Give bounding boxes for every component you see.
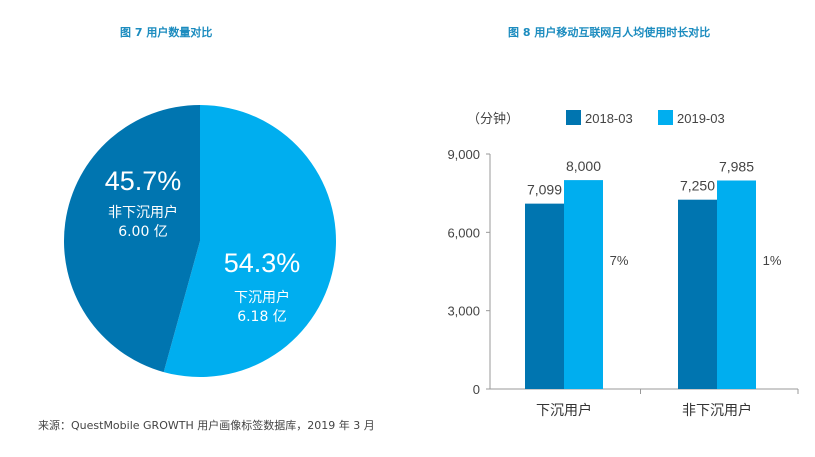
pie-slice-amount: 6.00 亿: [118, 224, 168, 240]
legend-label: 2019-03: [677, 111, 725, 126]
pie-slice-name: 非下沉用户: [108, 204, 178, 221]
bar: [564, 180, 603, 389]
pie-slice: [64, 105, 201, 373]
pie-slice-amount: 6.18 亿: [237, 309, 287, 325]
growth-label: 1%: [763, 253, 782, 268]
growth-label: 7%: [610, 253, 629, 268]
x-tick-label: 下沉用户: [536, 402, 592, 419]
pie-chart-title: 图 7 用户数量对比: [120, 26, 213, 39]
bar: [525, 203, 564, 389]
y-tick-label: 0: [473, 382, 480, 397]
legend-swatch: [658, 110, 673, 125]
source-note: 来源：QuestMobile GROWTH 用户画像标签数据库，2019 年 3…: [38, 419, 375, 432]
bar-value-label: 7,099: [527, 182, 562, 198]
legend-swatch: [566, 110, 581, 125]
bar-value-label: 8,000: [566, 158, 601, 174]
y-tick-label: 3,000: [447, 304, 480, 319]
y-tick-label: 6,000: [447, 225, 480, 240]
bar: [717, 180, 756, 389]
pie-slice: [163, 104, 337, 378]
y-unit-label: （分钟）: [467, 111, 519, 127]
bar-value-label: 7,985: [719, 159, 754, 175]
pie-pct-label: 54.3%: [224, 248, 301, 278]
pie-slice-name: 下沉用户: [234, 289, 290, 306]
pie-pct-label: 45.7%: [105, 166, 182, 196]
bar: [678, 199, 717, 389]
bar-chart-title: 图 8 用户移动互联网月人均使用时长对比: [508, 26, 711, 39]
y-tick-label: 9,000: [447, 147, 480, 162]
x-tick-label: 非下沉用户: [682, 402, 752, 419]
legend-label: 2018-03: [585, 111, 633, 126]
bar-value-label: 7,250: [680, 178, 715, 194]
